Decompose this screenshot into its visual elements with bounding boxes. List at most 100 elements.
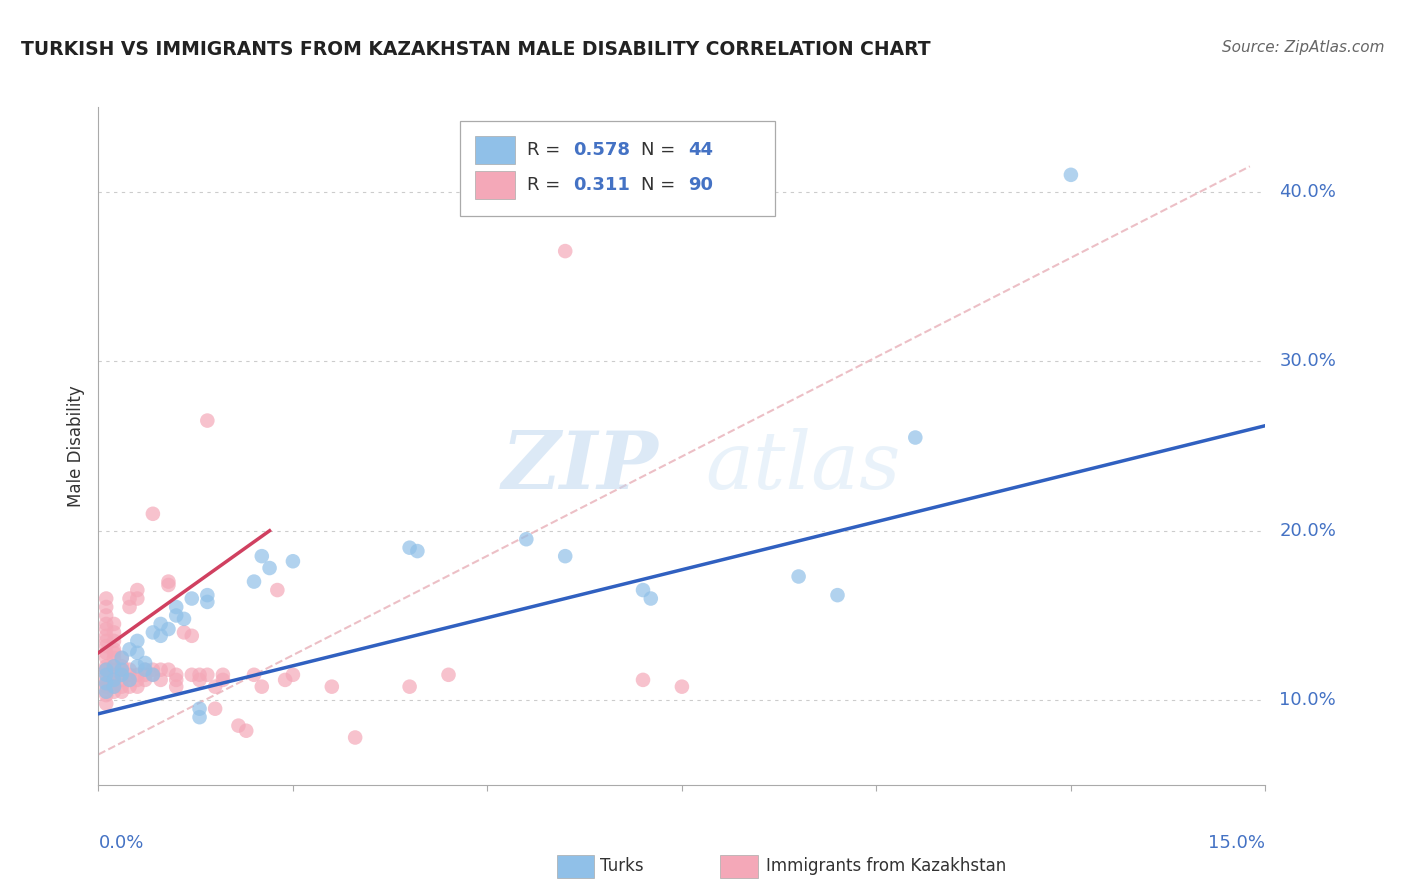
Point bbox=[134, 663, 156, 677]
FancyBboxPatch shape bbox=[557, 855, 595, 878]
Point bbox=[165, 673, 187, 687]
Point bbox=[103, 646, 125, 660]
Point bbox=[96, 591, 118, 606]
Point bbox=[111, 673, 134, 687]
Point bbox=[165, 599, 187, 614]
Point bbox=[103, 667, 125, 681]
Point bbox=[142, 667, 165, 681]
Point bbox=[149, 673, 172, 687]
Point bbox=[103, 676, 125, 690]
Point bbox=[398, 680, 420, 694]
Point bbox=[96, 622, 118, 636]
Point bbox=[787, 569, 810, 583]
Point bbox=[180, 629, 202, 643]
Point bbox=[111, 651, 134, 665]
Point bbox=[96, 639, 118, 653]
Point bbox=[142, 667, 165, 681]
Point bbox=[904, 430, 927, 444]
Point bbox=[195, 595, 218, 609]
Point bbox=[103, 685, 125, 699]
Text: 44: 44 bbox=[688, 141, 713, 159]
Point bbox=[281, 667, 304, 681]
Point bbox=[671, 680, 693, 694]
Point bbox=[134, 663, 156, 677]
Point bbox=[180, 591, 202, 606]
Point bbox=[118, 663, 141, 677]
Text: 20.0%: 20.0% bbox=[1279, 522, 1336, 540]
Point bbox=[96, 685, 118, 699]
Point bbox=[243, 574, 266, 589]
Point bbox=[228, 719, 250, 733]
Text: Source: ZipAtlas.com: Source: ZipAtlas.com bbox=[1222, 40, 1385, 55]
Point bbox=[96, 676, 118, 690]
Point bbox=[103, 663, 125, 677]
Point bbox=[134, 667, 156, 681]
Point bbox=[165, 608, 187, 623]
Text: N =: N = bbox=[641, 176, 681, 194]
Text: atlas: atlas bbox=[706, 427, 901, 505]
Point bbox=[321, 680, 343, 694]
Point bbox=[134, 656, 156, 670]
Point bbox=[96, 673, 118, 687]
Point bbox=[631, 583, 654, 598]
Text: Turks: Turks bbox=[600, 857, 644, 875]
Point bbox=[127, 633, 149, 648]
Point bbox=[235, 723, 257, 738]
Point bbox=[157, 622, 180, 636]
Point bbox=[96, 646, 118, 660]
Point bbox=[127, 673, 149, 687]
Point bbox=[96, 667, 118, 681]
Point bbox=[188, 701, 211, 715]
Point bbox=[515, 532, 537, 546]
FancyBboxPatch shape bbox=[475, 136, 515, 164]
Point bbox=[103, 633, 125, 648]
Point bbox=[96, 659, 118, 673]
Point bbox=[103, 673, 125, 687]
Point bbox=[96, 633, 118, 648]
Point bbox=[111, 663, 134, 677]
Point bbox=[398, 541, 420, 555]
Point bbox=[103, 680, 125, 694]
Point bbox=[165, 667, 187, 681]
Point bbox=[103, 680, 125, 694]
Text: R =: R = bbox=[527, 176, 571, 194]
Point bbox=[118, 673, 141, 687]
Text: 0.311: 0.311 bbox=[574, 176, 630, 194]
Point bbox=[111, 659, 134, 673]
Point bbox=[96, 667, 118, 681]
Point bbox=[204, 701, 226, 715]
Point bbox=[96, 697, 118, 711]
Point bbox=[142, 625, 165, 640]
Point bbox=[149, 617, 172, 632]
Point bbox=[118, 642, 141, 657]
Point bbox=[406, 544, 429, 558]
Text: 0.0%: 0.0% bbox=[98, 834, 143, 852]
Point bbox=[195, 588, 218, 602]
Point bbox=[134, 673, 156, 687]
Point bbox=[111, 651, 134, 665]
Point bbox=[111, 667, 134, 681]
Point bbox=[173, 625, 195, 640]
Point bbox=[250, 549, 273, 564]
Point bbox=[554, 244, 576, 259]
Point bbox=[96, 663, 118, 677]
Point bbox=[96, 608, 118, 623]
Point bbox=[118, 673, 141, 687]
Point bbox=[111, 667, 134, 681]
Point bbox=[157, 574, 180, 589]
Point bbox=[1060, 168, 1083, 182]
Point bbox=[118, 667, 141, 681]
Point bbox=[103, 659, 125, 673]
Point bbox=[96, 663, 118, 677]
Point bbox=[149, 629, 172, 643]
Point bbox=[96, 617, 118, 632]
Point bbox=[631, 673, 654, 687]
Point bbox=[96, 685, 118, 699]
Point bbox=[103, 651, 125, 665]
Point bbox=[204, 680, 226, 694]
Point bbox=[344, 731, 367, 745]
Point bbox=[127, 659, 149, 673]
Point bbox=[118, 591, 141, 606]
Point bbox=[188, 667, 211, 681]
Point bbox=[103, 659, 125, 673]
